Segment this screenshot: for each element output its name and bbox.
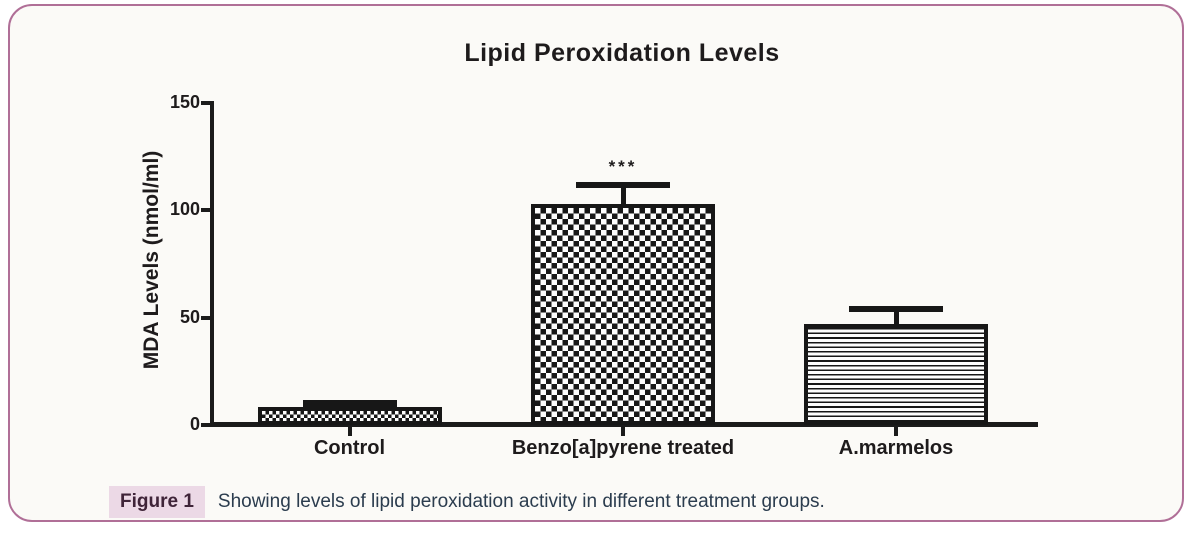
error-bar-cap-benzo-a-pyrene-treated [576, 181, 670, 188]
error-bar-cap-a-marmelos [849, 306, 943, 313]
figure-panel: Lipid Peroxidation Levels MDA Levels (nm… [8, 4, 1184, 522]
figure-caption-text: Showing levels of lipid peroxidation act… [217, 491, 825, 512]
y-axis-line [210, 101, 214, 427]
y-axis-label: MDA Levels (nmol/ml) [140, 150, 163, 370]
y-tick-150 [201, 101, 211, 105]
x-axis-label-a-marmelos: A.marmelos [838, 437, 954, 459]
y-tick-0 [201, 423, 211, 427]
error-bar-stem-a-marmelos [893, 309, 899, 327]
x-tick-a-marmelos [894, 427, 898, 436]
bar-chart: Lipid Peroxidation Levels MDA Levels (nm… [10, 6, 1198, 546]
chart-title: Lipid Peroxidation Levels [464, 39, 780, 67]
x-axis-label-control: Control [313, 437, 386, 459]
x-tick-benzo-a-pyrene-treated [621, 427, 625, 436]
significance-stars-benzo-a-pyrene-treated: *** [608, 156, 638, 176]
y-tick-label-50: 50 [179, 306, 200, 327]
figure-caption: Figure 1 Showing levels of lipid peroxid… [109, 486, 825, 518]
error-bar-stem-benzo-a-pyrene-treated [620, 184, 626, 206]
y-tick-100 [201, 208, 211, 213]
bar-control [257, 406, 442, 425]
y-tick-label-150: 150 [169, 92, 200, 112]
x-axis-label-benzo-a-pyrene-treated: Benzo[a]pyrene treated [511, 437, 735, 459]
error-bar-cap-control [302, 400, 397, 408]
bar-benzo-a-pyrene-treated [531, 203, 715, 425]
x-tick-control [347, 427, 352, 436]
y-tick-label-100: 100 [169, 199, 200, 220]
bar-a-marmelos [804, 324, 988, 425]
figure-label: Figure 1 [109, 486, 205, 518]
y-tick-50 [201, 315, 211, 320]
y-tick-label-0: 0 [189, 414, 200, 434]
